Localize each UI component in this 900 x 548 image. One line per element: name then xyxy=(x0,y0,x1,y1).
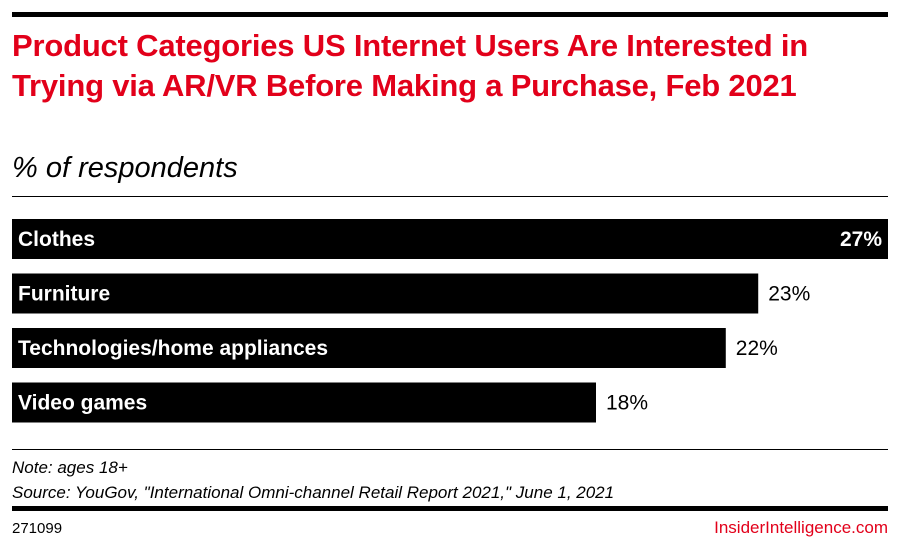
chart-subtitle: % of respondents xyxy=(12,152,238,184)
value-label-clothes: 27% xyxy=(840,228,882,251)
chart-source: Source: YouGov, "International Omni-chan… xyxy=(12,483,615,502)
category-label-furniture: Furniture xyxy=(18,283,110,306)
bar-video-games xyxy=(12,382,596,423)
category-label-clothes: Clothes xyxy=(18,228,95,251)
category-label-video-games: Video games xyxy=(18,392,147,415)
value-label-technologies-home-appliances: 22% xyxy=(736,337,778,360)
value-label-video-games: 18% xyxy=(606,392,648,415)
bar-technologies-home-appliances xyxy=(12,328,726,368)
bar-clothes xyxy=(12,219,888,259)
chart-id: 271099 xyxy=(12,520,63,537)
footer-divider xyxy=(12,449,888,450)
bar-furniture xyxy=(12,273,759,314)
category-label-technologies-home-appliances: Technologies/home appliances xyxy=(18,337,328,360)
bar-chart: Clothes 27% Furniture 23% Technologies/home … xyxy=(12,219,888,423)
value-label-furniture: 23% xyxy=(768,283,810,306)
top-rule xyxy=(12,12,888,17)
chart-note: Note: ages 18+ xyxy=(12,458,128,477)
header-divider xyxy=(12,196,888,197)
brand-link[interactable]: InsiderIntelligence.com xyxy=(714,518,888,537)
chart-title: Product Categories US Internet Users Are… xyxy=(12,28,808,103)
bottom-rule xyxy=(12,506,888,511)
